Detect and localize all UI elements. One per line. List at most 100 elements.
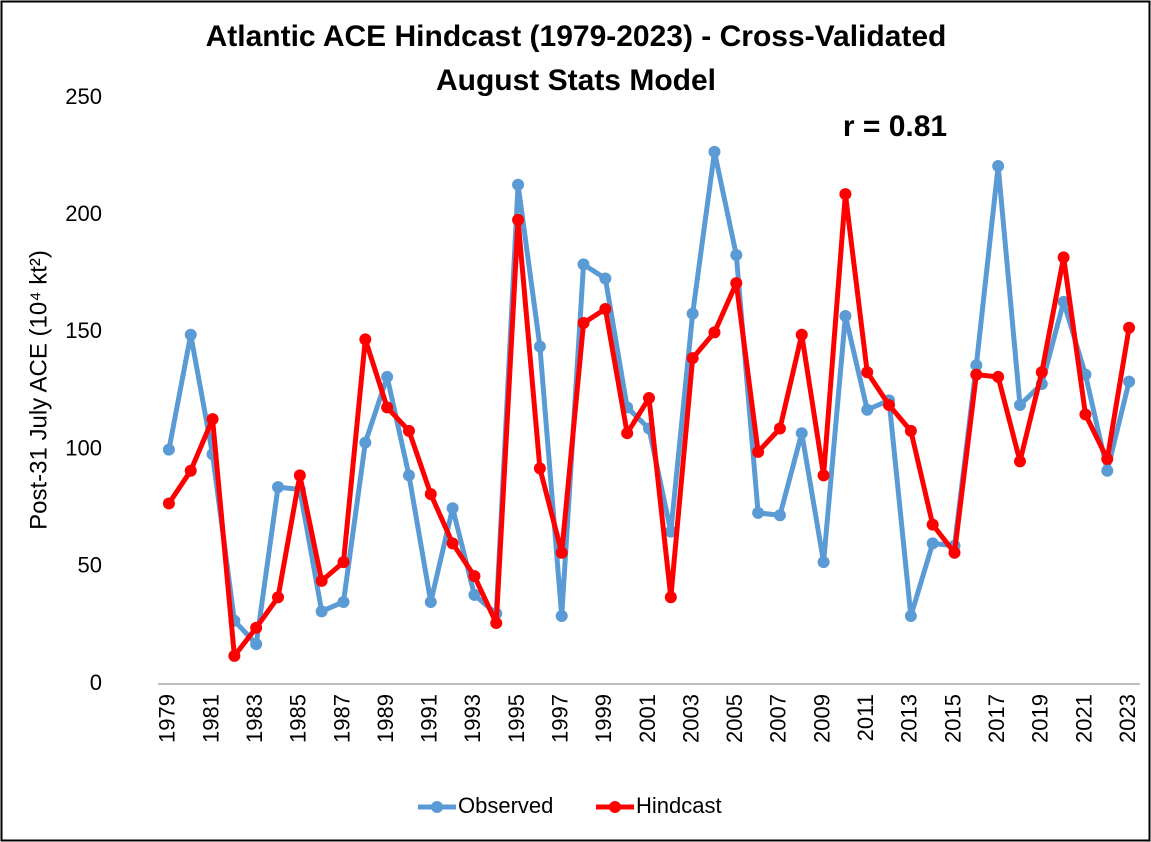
data-point [512,213,525,226]
data-point [162,497,175,510]
data-point [1101,452,1114,465]
data-point [424,595,437,608]
data-point [555,610,568,623]
data-point [533,340,546,353]
data-point [752,445,765,458]
data-point [599,302,612,315]
data-point [446,537,459,550]
data-point [555,546,568,559]
data-point [381,401,394,414]
data-point [708,145,721,158]
y-tick-label: 250 [65,84,102,109]
chart-title: August Stats Model [436,64,716,97]
chart-title: Atlantic ACE Hindcast (1979-2023) - Cros… [206,20,947,53]
data-point [1057,295,1070,308]
x-tick-label: 1987 [329,694,354,743]
data-point [1123,375,1136,388]
data-point [861,403,874,416]
data-point [1013,455,1026,468]
x-tick-label: 1989 [373,694,398,743]
data-point [664,525,677,538]
x-tick-label: 2017 [984,694,1009,743]
data-point [184,328,197,341]
data-point [1123,321,1136,334]
data-point [315,574,328,587]
data-point [490,617,503,630]
data-point [861,366,874,379]
data-point [926,518,939,531]
data-point [293,469,306,482]
data-point [359,436,372,449]
x-tick-label: 1981 [198,694,223,743]
x-tick-label: 2019 [1028,694,1053,743]
data-point [468,570,481,583]
y-tick-label: 100 [65,435,102,460]
data-point [926,537,939,550]
data-point [686,352,699,365]
data-point [839,188,852,201]
y-tick-label: 200 [65,201,102,226]
data-point [315,605,328,618]
legend-marker [609,801,621,813]
legend-marker [431,801,443,813]
y-tick-label: 50 [78,553,102,578]
y-tick-label: 150 [65,318,102,343]
data-point [359,333,372,346]
data-point [577,317,590,330]
x-tick-label: 2009 [809,694,834,743]
data-point [272,481,285,494]
data-point [228,649,241,662]
data-point [773,422,786,435]
data-point [1079,408,1092,421]
data-point [1101,464,1114,477]
data-point [904,610,917,623]
data-point [664,591,677,604]
data-point [817,469,830,482]
x-tick-label: 2001 [635,694,660,743]
x-tick-label: 1999 [591,694,616,743]
data-point [402,424,415,437]
data-point [970,368,983,381]
data-point [708,326,721,339]
data-point [992,159,1005,172]
x-tick-label: 2007 [766,694,791,743]
data-point [948,546,961,559]
x-tick-label: 1997 [548,694,573,743]
x-tick-label: 2023 [1115,694,1140,743]
data-point [643,392,655,405]
data-point [752,506,765,519]
data-point [468,588,481,601]
data-point [773,509,786,522]
x-tick-label: 2003 [678,694,703,743]
data-point [424,488,437,501]
data-point [883,399,896,412]
data-point [162,443,175,456]
x-tick-label: 2005 [722,694,747,743]
data-point [337,595,350,608]
data-point [599,272,612,285]
x-tick-label: 2015 [940,694,965,743]
x-tick-label: 2021 [1071,694,1096,743]
data-point [337,556,350,569]
data-point [839,309,852,322]
data-point [1035,366,1048,379]
x-tick-label: 1995 [504,694,529,743]
x-tick-label: 2011 [853,694,878,741]
legend-label: Observed [458,793,553,818]
data-point [817,556,830,569]
data-point [1057,251,1070,264]
data-point [272,591,285,604]
data-point [730,249,743,262]
data-point [206,413,219,426]
data-point [446,502,459,515]
data-point [795,328,808,341]
data-point [250,638,263,651]
data-point [970,359,983,372]
x-tick-label: 1991 [417,694,442,743]
data-point [250,621,263,634]
x-tick-label: 1985 [286,694,311,743]
x-tick-label: 2013 [897,694,922,743]
annotation: r = 0.81 [843,110,947,143]
data-point [577,258,590,271]
